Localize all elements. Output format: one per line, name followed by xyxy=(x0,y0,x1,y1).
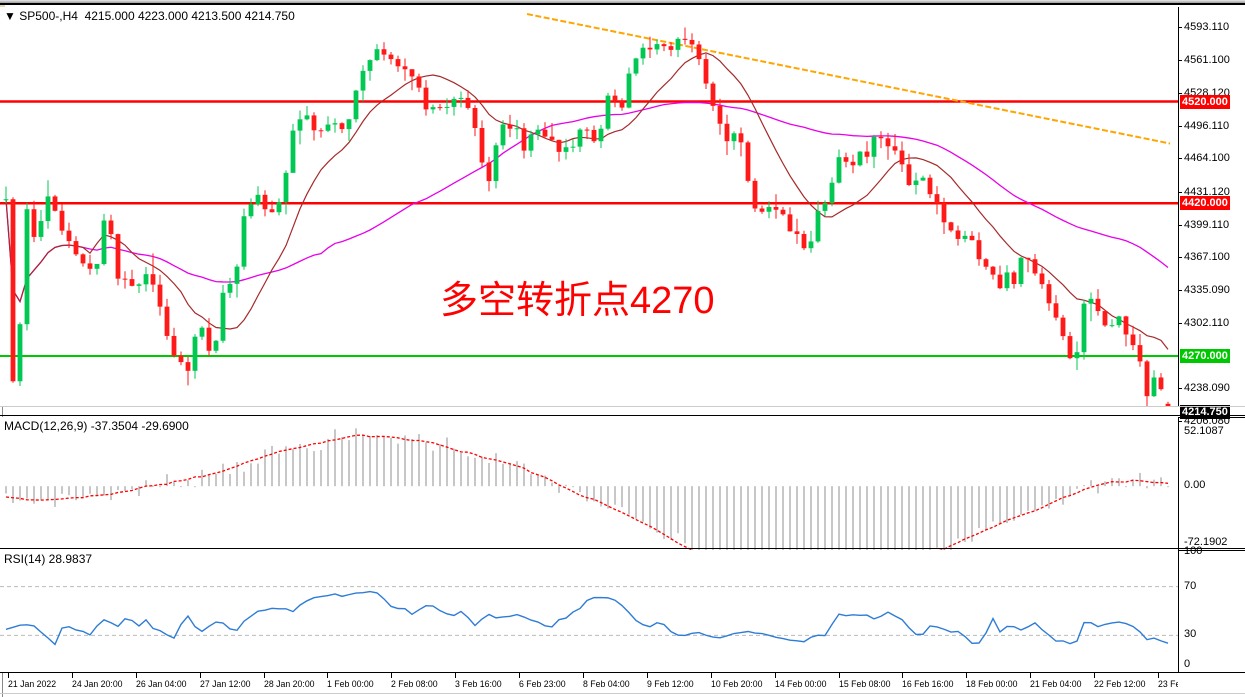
svg-text:多空转折点4270: 多空转折点4270 xyxy=(440,280,715,322)
